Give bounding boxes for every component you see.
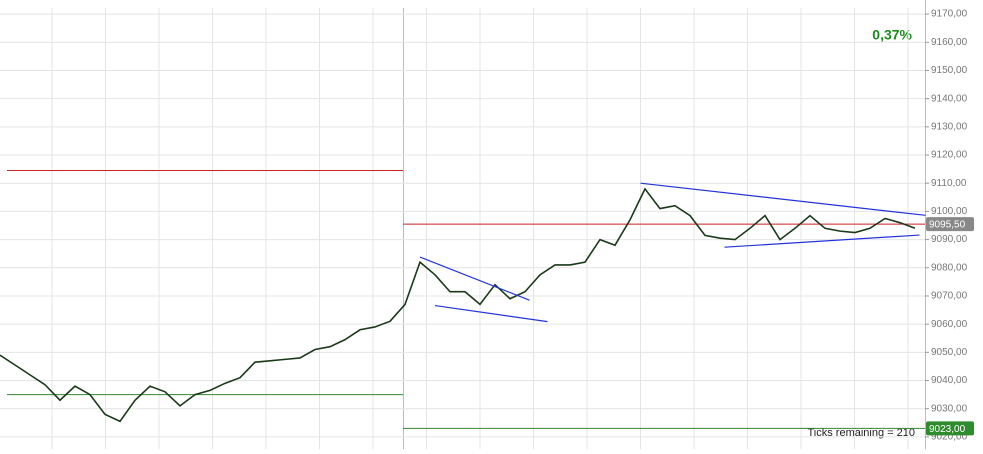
y-tick-label: 9060,00 — [931, 319, 968, 330]
y-tick-label: 9040,00 — [931, 375, 968, 386]
trend-line — [640, 182, 926, 216]
y-tick-label: 9020,00 — [931, 432, 968, 443]
y-tick-label: 9170,00 — [931, 9, 968, 20]
trend-line — [434, 304, 548, 323]
y-tick-label: 9150,00 — [931, 65, 968, 76]
status-label: Ticks remaining = 210 — [807, 427, 915, 439]
y-tick-label: 9050,00 — [931, 347, 968, 358]
y-tick-label: 9120,00 — [931, 150, 968, 161]
trend-line — [724, 234, 920, 248]
change-label: 0,37% — [872, 27, 912, 43]
y-tick-label: 9090,00 — [931, 234, 968, 245]
price-tag — [926, 217, 974, 232]
y-tick-label: 9080,00 — [931, 262, 968, 273]
price-tag — [926, 421, 974, 436]
y-tick-label: 9160,00 — [931, 37, 968, 48]
y-tick-label: 9110,00 — [931, 178, 967, 189]
y-tick-label: 9140,00 — [931, 93, 968, 104]
y-tick-label: 9070,00 — [931, 291, 968, 302]
price-tag-label: 9023,00 — [929, 424, 966, 435]
y-tick-label: 9100,00 — [931, 206, 968, 217]
y-tick-label: 9030,00 — [931, 403, 968, 414]
price-line — [0, 187, 916, 423]
trend-line — [419, 256, 530, 301]
price-tag-label: 9095,50 — [929, 220, 966, 231]
y-tick-label: 9130,00 — [931, 121, 968, 132]
